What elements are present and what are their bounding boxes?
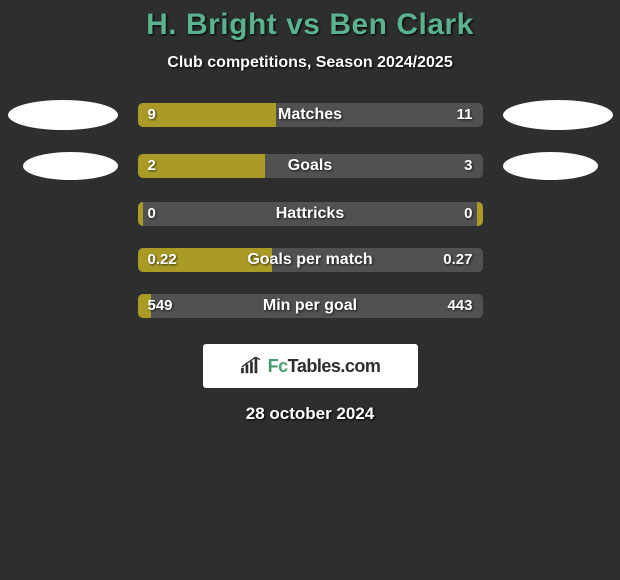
brand-name: Tables bbox=[288, 356, 341, 376]
stat-bar: 00Hattricks bbox=[138, 202, 483, 226]
stat-label: Matches bbox=[138, 103, 483, 127]
spacer bbox=[8, 214, 138, 215]
player-left-ellipse bbox=[8, 100, 118, 130]
page-subtitle: Club competitions, Season 2024/2025 bbox=[0, 54, 620, 72]
player-left-ellipse bbox=[23, 152, 118, 180]
page-title: H. Bright vs Ben Clark bbox=[0, 8, 620, 42]
stat-bar: 549443Min per goal bbox=[138, 294, 483, 318]
stat-row: 911Matches bbox=[0, 100, 620, 130]
stat-bar: 911Matches bbox=[138, 103, 483, 127]
stat-row: 549443Min per goal bbox=[0, 294, 620, 318]
brand-text: FcTables.com bbox=[268, 356, 381, 377]
brand-logo: FcTables.com bbox=[203, 344, 418, 388]
spacer bbox=[483, 214, 613, 215]
stat-rows: 911Matches 23Goals 00Hattricks 0.220.27Goal… bbox=[0, 100, 620, 318]
stat-bar: 0.220.27Goals per match bbox=[138, 248, 483, 272]
stat-bar: 23Goals bbox=[138, 154, 483, 178]
spacer bbox=[8, 260, 138, 261]
spacer bbox=[483, 306, 613, 307]
date-label: 28 october 2024 bbox=[0, 404, 620, 424]
stat-label: Min per goal bbox=[138, 294, 483, 318]
comparison-infographic: H. Bright vs Ben Clark Club competitions… bbox=[0, 0, 620, 424]
chart-icon bbox=[240, 357, 262, 375]
brand-prefix: Fc bbox=[268, 356, 288, 376]
stat-label: Goals per match bbox=[138, 248, 483, 272]
stat-row: 0.220.27Goals per match bbox=[0, 248, 620, 272]
stat-row: 00Hattricks bbox=[0, 202, 620, 226]
spacer bbox=[483, 260, 613, 261]
stat-label: Hattricks bbox=[138, 202, 483, 226]
stat-label: Goals bbox=[138, 154, 483, 178]
spacer bbox=[8, 306, 138, 307]
stat-row: 23Goals bbox=[0, 152, 620, 180]
player-right-ellipse bbox=[503, 152, 598, 180]
player-right-ellipse bbox=[503, 100, 613, 130]
brand-suffix: .com bbox=[340, 356, 380, 376]
